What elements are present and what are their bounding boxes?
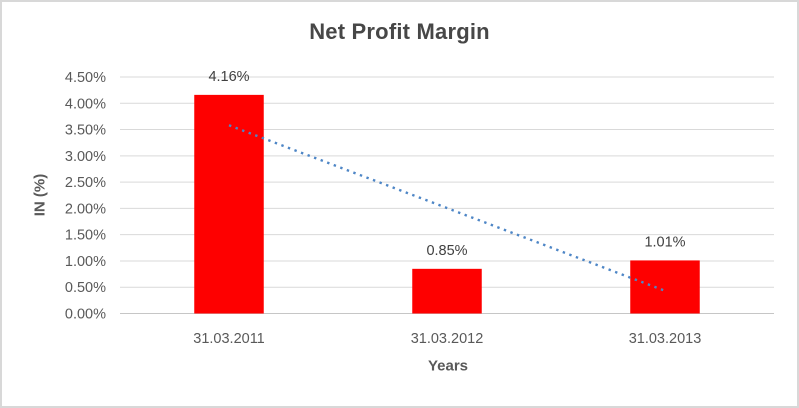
bar [412,268,482,314]
bar-data-label: 1.01% [644,234,685,250]
bar-data-label: 4.16% [208,69,249,85]
y-axis-title: IN (%) [31,173,49,217]
bar [194,94,264,314]
bar-data-label: 0.85% [426,243,467,259]
x-category-label: 31.03.2013 [629,331,702,347]
y-tick-label: 3.00% [65,149,106,165]
trendline-dotted [228,124,666,292]
y-tick-label: 4.00% [65,96,106,112]
x-category-label: 31.03.2012 [411,331,484,347]
chart-title: Net Profit Margin [309,19,490,44]
y-tick-label: 0.00% [65,307,106,323]
y-tick-label: 3.50% [65,123,106,139]
x-category-label: 31.03.2011 [193,331,265,347]
x-axis-title: Years [427,357,469,375]
y-tick-label: 1.00% [65,254,106,270]
y-tick-label: 1.50% [65,228,106,244]
y-tick-label: 2.00% [65,201,106,217]
y-tick-label: 4.50% [65,70,106,86]
bar [630,260,700,314]
y-tick-label: 2.50% [65,175,106,191]
y-tick-label: 0.50% [65,280,106,296]
